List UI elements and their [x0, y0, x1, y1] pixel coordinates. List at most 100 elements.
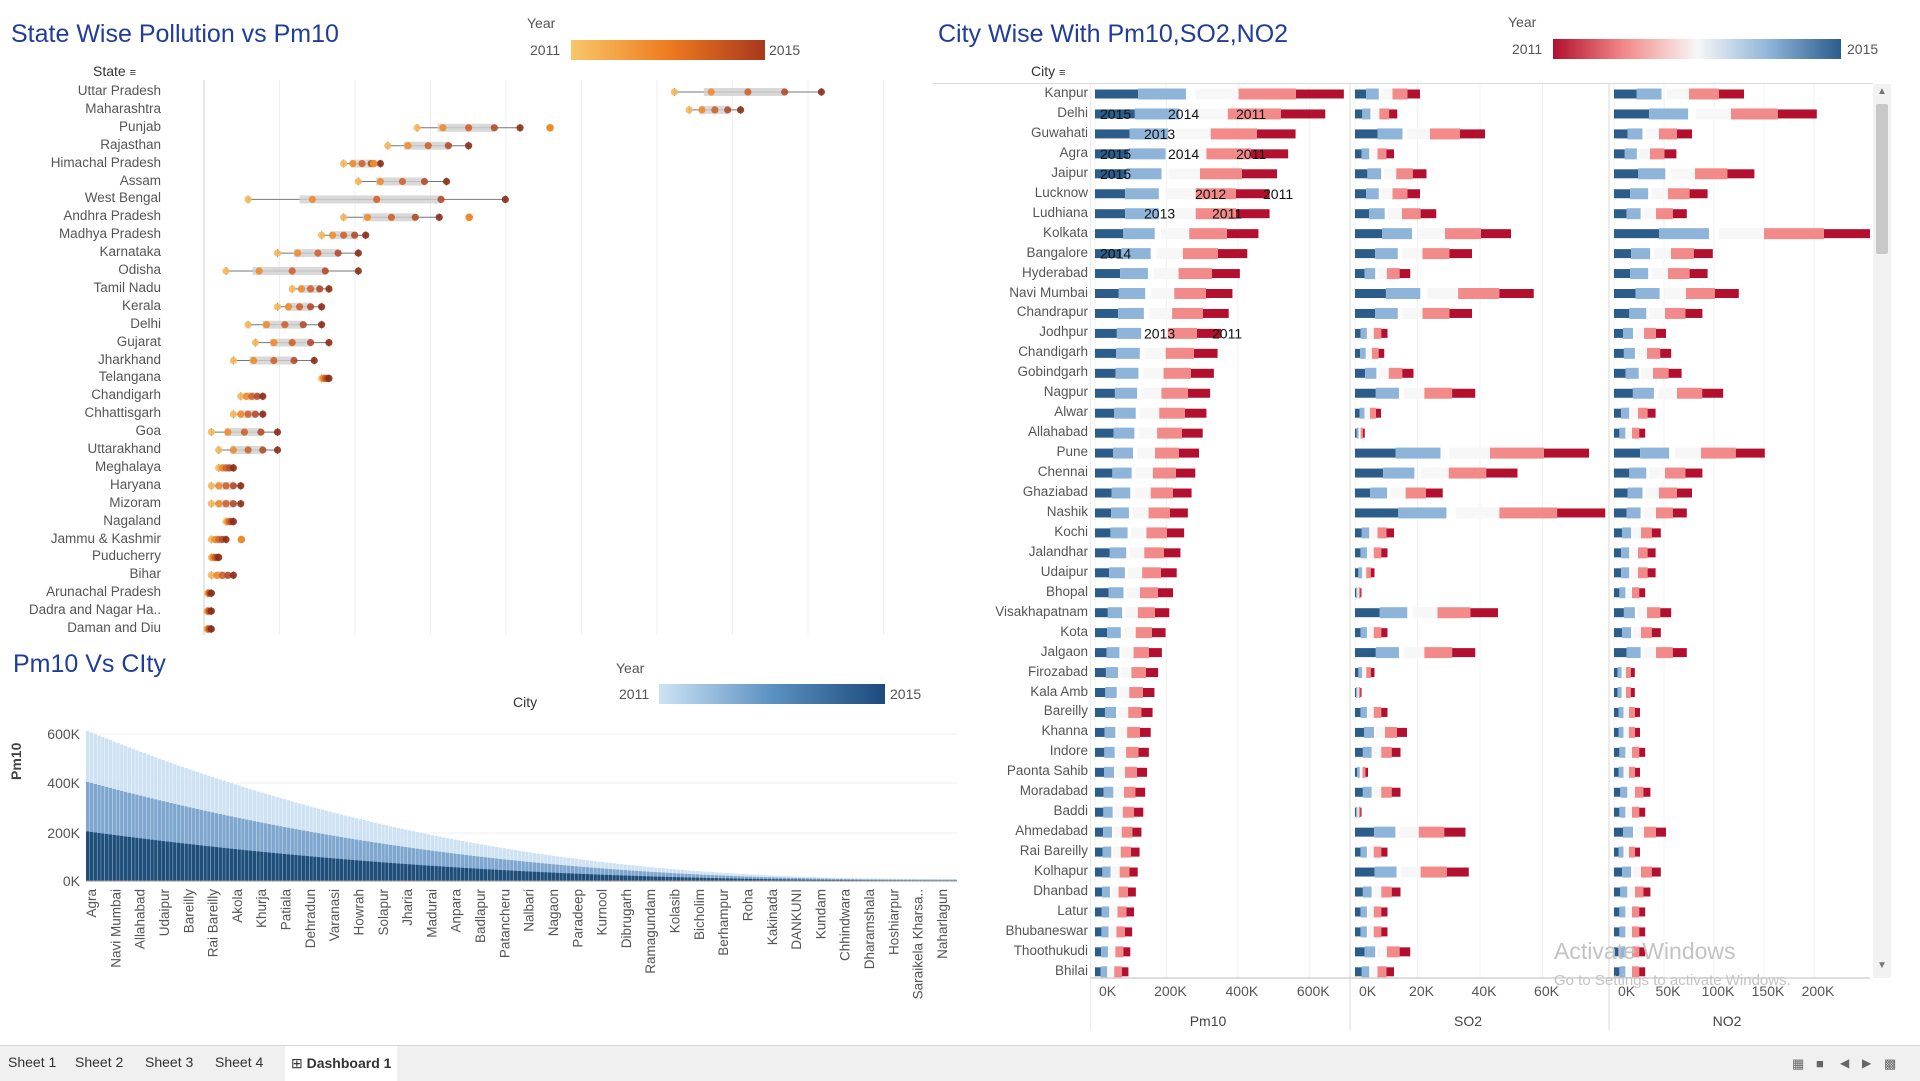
state-label[interactable]: Assam — [119, 172, 161, 188]
fullscreen-icon[interactable]: ■ — [1816, 1056, 1824, 1071]
state-field-label[interactable]: State ≡ — [93, 63, 136, 79]
sort-icon[interactable]: ≡ — [129, 67, 137, 79]
city-label[interactable]: Navi Mumbai — [1009, 284, 1088, 300]
grid-view-icon[interactable]: ▦ — [1792, 1056, 1805, 1071]
state-label[interactable]: Mizoram — [109, 494, 161, 510]
state-label[interactable]: Haryana — [109, 476, 161, 492]
tab-sheet-3[interactable]: Sheet 3 — [145, 1054, 194, 1070]
state-label[interactable]: Gujarat — [116, 333, 161, 349]
state-legend-gradient[interactable] — [571, 40, 765, 60]
city-pollutant-bars[interactable]: 0K 200K 400K 600K Pm10 0K 20K 40K 60K SO2 0K 50K 100… — [1090, 84, 1870, 1030]
city-label[interactable]: Kanpur — [1044, 85, 1088, 100]
city-sort-icon[interactable]: ≡ — [1059, 67, 1066, 79]
city-label[interactable]: Jaipur — [1051, 164, 1088, 180]
state-label[interactable]: Kerala — [121, 297, 161, 313]
city-label[interactable]: Thoothukudi — [1013, 942, 1088, 958]
state-label[interactable]: Uttar Pradesh — [77, 83, 161, 98]
city-field-label[interactable]: City ≡ — [1031, 63, 1065, 79]
state-label[interactable]: Madhya Pradesh — [58, 226, 161, 242]
state-label[interactable]: Himachal Pradesh — [50, 154, 161, 170]
state-label[interactable]: Dadra and Nagar Ha.. — [28, 602, 161, 618]
city-label[interactable]: Latur — [1057, 902, 1088, 918]
city-label[interactable]: Baddi — [1053, 803, 1088, 819]
city-label[interactable]: Kala Amb — [1030, 683, 1088, 699]
city-label[interactable]: Bhopal — [1045, 583, 1088, 599]
tab-sheet-4[interactable]: Sheet 4 — [215, 1054, 264, 1070]
city-label[interactable]: Bhilai — [1054, 962, 1088, 978]
city-label[interactable]: Ahmedabad — [1015, 823, 1088, 839]
city-label[interactable]: Kolkata — [1042, 224, 1088, 240]
city-label[interactable]: Jalandhar — [1028, 543, 1088, 559]
city-label[interactable]: Ghaziabad — [1022, 484, 1088, 499]
city-label[interactable]: Chandrapur — [1016, 304, 1088, 320]
city-label[interactable]: Rai Bareilly — [1019, 843, 1088, 859]
vertical-scrollbar[interactable]: ▲ ▼ — [1873, 84, 1891, 978]
city-label[interactable]: Paonta Sahib — [1006, 763, 1088, 779]
state-box-plot[interactable] — [195, 80, 930, 635]
city-label[interactable]: Guwahati — [1030, 124, 1088, 140]
state-label[interactable]: Telangana — [98, 369, 161, 385]
city-label[interactable]: Bareilly — [1043, 703, 1088, 719]
state-label[interactable]: Rajasthan — [100, 136, 161, 152]
state-label[interactable]: Uttarakhand — [87, 441, 161, 456]
city-label[interactable]: Firozabad — [1027, 663, 1088, 679]
city-label[interactable]: Indore — [1049, 743, 1088, 759]
state-label[interactable]: Chandigarh — [91, 387, 161, 403]
next-sheet-icon[interactable]: ▶ — [1862, 1056, 1872, 1070]
city-legend-gradient[interactable] — [1553, 39, 1841, 59]
city-label[interactable]: Visakhapatnam — [995, 603, 1088, 619]
city-label[interactable]: Gobindgarh — [1017, 364, 1088, 380]
state-label[interactable]: Nagaland — [103, 512, 161, 528]
state-label[interactable]: Delhi — [130, 315, 161, 331]
state-label[interactable]: Tamil Nadu — [93, 279, 161, 295]
city-label[interactable]: Dhanbad — [1033, 883, 1088, 898]
tab-sheet-2[interactable]: Sheet 2 — [75, 1054, 124, 1070]
state-label[interactable]: Jammu & Kashmir — [50, 530, 161, 546]
city-label[interactable]: Udaipur — [1040, 563, 1088, 579]
city-label[interactable]: Allahabad — [1027, 424, 1088, 440]
city-label[interactable]: Kochi — [1054, 523, 1088, 539]
pm10-legend-gradient[interactable] — [659, 684, 885, 704]
city-label[interactable]: Lucknow — [1034, 184, 1088, 200]
state-label[interactable]: Andhra Pradesh — [63, 208, 161, 224]
state-label[interactable]: Bihar — [129, 566, 161, 582]
scroll-down-icon[interactable]: ▼ — [1877, 960, 1887, 971]
city-label[interactable]: Bhubaneswar — [1005, 922, 1088, 938]
state-label[interactable]: West Bengal — [84, 190, 161, 206]
city-label[interactable]: Khanna — [1041, 723, 1088, 739]
city-label[interactable]: Moradabad — [1019, 783, 1088, 799]
sheet-sorter-icon[interactable]: ▩ — [1884, 1056, 1897, 1071]
city-label[interactable]: Pune — [1056, 444, 1088, 460]
tab-sheet-1[interactable]: Sheet 1 — [8, 1054, 57, 1070]
state-label[interactable]: Chhattisgarh — [84, 405, 161, 421]
state-label[interactable]: Daman and Diu — [67, 620, 161, 635]
city-label[interactable]: Nashik — [1046, 503, 1088, 519]
city-label[interactable]: Kota — [1060, 623, 1088, 639]
scroll-up-icon[interactable]: ▲ — [1877, 86, 1887, 97]
state-label[interactable]: Arunachal Pradesh — [46, 584, 161, 600]
state-label[interactable]: Karnataka — [99, 244, 161, 260]
state-label[interactable]: Puducherry — [91, 548, 161, 564]
city-label[interactable]: Delhi — [1057, 104, 1088, 120]
city-label[interactable]: Hyderabad — [1021, 264, 1088, 280]
state-label[interactable]: Goa — [135, 423, 161, 439]
state-label[interactable]: Jharkhand — [97, 351, 161, 367]
state-label[interactable]: Odisha — [118, 262, 161, 277]
state-label[interactable]: Maharashtra — [85, 100, 161, 116]
state-label[interactable]: Meghalaya — [94, 458, 161, 474]
city-label[interactable]: Alwar — [1054, 404, 1088, 420]
city-label[interactable]: Chandigarh — [1018, 344, 1088, 360]
city-label[interactable]: Agra — [1059, 144, 1088, 160]
prev-sheet-icon[interactable]: ◀ — [1840, 1056, 1850, 1070]
city-label[interactable]: Kolhapur — [1033, 863, 1088, 879]
tab-dashboard-1[interactable]: ⊞ Dashboard 1 — [285, 1046, 398, 1081]
city-label[interactable]: Jodhpur — [1039, 324, 1088, 340]
city-label[interactable]: Ludhiana — [1032, 204, 1088, 220]
city-label[interactable]: Chennai — [1037, 464, 1088, 480]
state-label[interactable]: Punjab — [118, 118, 161, 134]
city-label[interactable]: Bangalore — [1026, 244, 1088, 260]
scrollbar-thumb[interactable] — [1876, 104, 1888, 254]
city-label[interactable]: Jalgaon — [1040, 643, 1088, 659]
city-label[interactable]: Nagpur — [1043, 384, 1088, 400]
